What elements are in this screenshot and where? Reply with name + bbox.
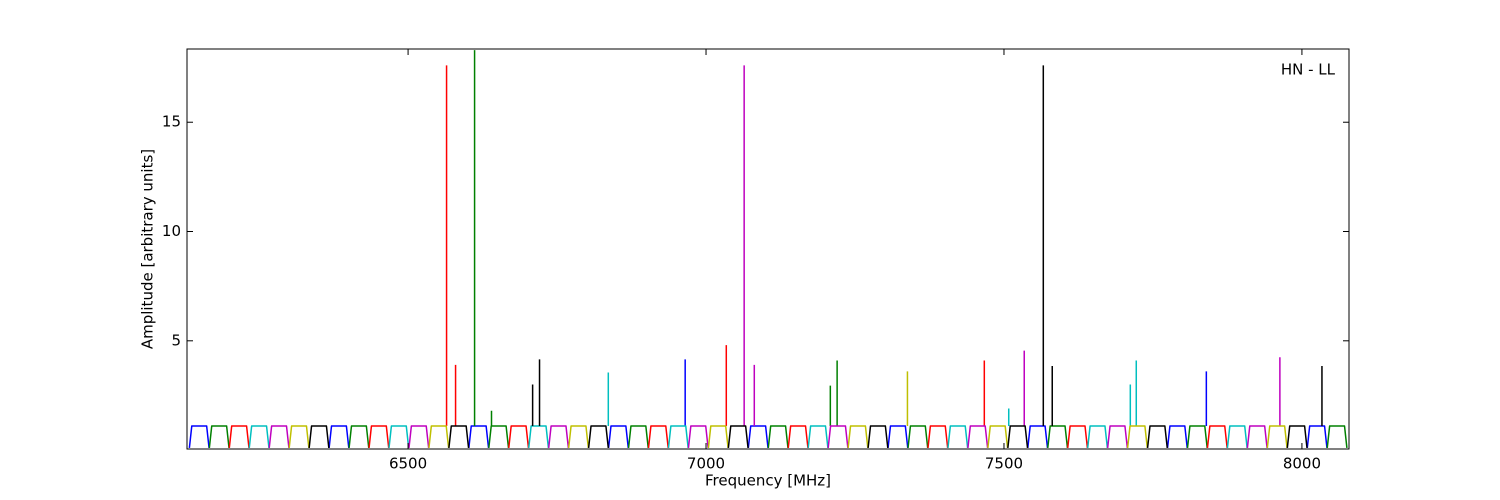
series-line	[288, 371, 1288, 448]
y-tick-label: 15	[162, 113, 181, 131]
series-line	[248, 360, 1248, 448]
x-tick-label: 7500	[985, 455, 1023, 473]
y-axis-label: Amplitude [arbitrary units]	[139, 149, 157, 349]
series-line	[188, 359, 1328, 448]
plot-lines	[188, 50, 1348, 448]
plot-frame	[186, 48, 1350, 450]
x-tick-label: 8000	[1283, 455, 1321, 473]
x-tick-label: 7000	[687, 455, 725, 473]
series-line	[308, 65, 1323, 448]
x-tick-label: 6500	[389, 455, 427, 473]
annotation: HN - LL	[1281, 61, 1336, 79]
series-line	[268, 65, 1281, 448]
x-axis-label: Frequency [MHz]	[705, 472, 831, 490]
series-line	[208, 50, 1348, 448]
y-tick-label: 5	[171, 331, 181, 349]
y-tick-label: 10	[162, 222, 181, 240]
series-line	[228, 65, 1228, 448]
